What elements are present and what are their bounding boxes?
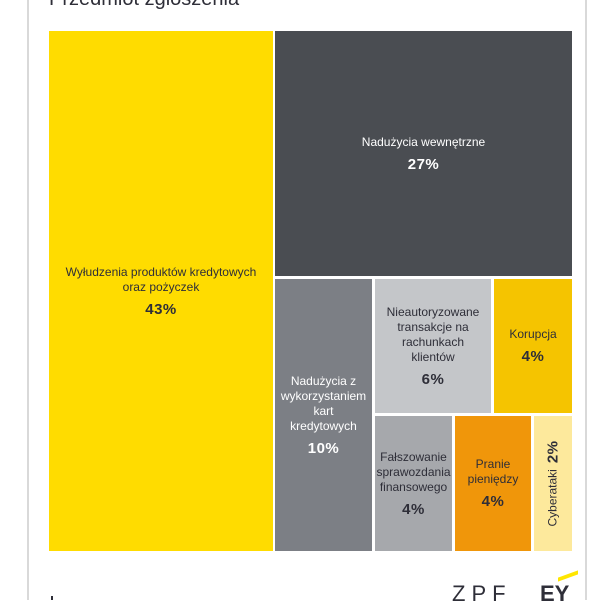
tile-cyberataki: Cyberataki 2% bbox=[534, 416, 572, 551]
frame-left-border bbox=[27, 0, 29, 600]
value-wyludzenia: 43% bbox=[145, 300, 177, 318]
value-naduzycia-wewnetrzne: 27% bbox=[407, 155, 440, 173]
ey-logo: EY bbox=[540, 581, 570, 606]
value-korupcja: 4% bbox=[521, 348, 545, 365]
tile-falszowanie: Fałszowanie sprawozdania finansowego 4% bbox=[375, 416, 452, 551]
label-karty-kredytowe: Nadużycia z wykorzystaniem kart kredytow… bbox=[280, 373, 367, 433]
zpf-logo: ZPF bbox=[452, 581, 512, 606]
value-karty-kredytowe: 10% bbox=[307, 439, 340, 457]
label-cyberataki: Cyberataki bbox=[545, 469, 560, 527]
tile-cyberataki-content: Cyberataki 2% bbox=[545, 440, 562, 526]
tile-naduzycia-wewnetrzne: Nadużycia wewnętrzne 27% bbox=[275, 31, 572, 276]
page-marker bbox=[51, 596, 53, 600]
value-pranie-pieniedzy: 4% bbox=[481, 493, 505, 510]
label-nieautoryzowane-transakcje: Nieautoryzowane transakcje na rachunkach… bbox=[386, 304, 480, 364]
label-falszowanie: Fałszowanie sprawozdania finansowego bbox=[376, 449, 451, 494]
label-naduzycia-wewnetrzne: Nadużycia wewnętrzne bbox=[361, 134, 486, 149]
tile-karty-kredytowe: Nadużycia z wykorzystaniem kart kredytow… bbox=[275, 279, 372, 551]
value-cyberataki: 2% bbox=[544, 440, 562, 464]
label-wyludzenia: Wyłudzenia produktów kredytowych oraz po… bbox=[65, 264, 257, 294]
chart-title: Przedmiot zgłoszenia bbox=[49, 0, 239, 10]
label-korupcja: Korupcja bbox=[509, 327, 557, 341]
tile-wyludzenia: Wyłudzenia produktów kredytowych oraz po… bbox=[49, 31, 273, 551]
tile-pranie-pieniedzy: Pranie pieniędzy 4% bbox=[455, 416, 531, 551]
label-pranie-pieniedzy: Pranie pieniędzy bbox=[467, 457, 519, 486]
value-nieautoryzowane-transakcje: 6% bbox=[421, 370, 445, 388]
tile-korupcja: Korupcja 4% bbox=[494, 279, 572, 413]
tile-nieautoryzowane-transakcje: Nieautoryzowane transakcje na rachunkach… bbox=[375, 279, 491, 413]
frame-right-border bbox=[585, 0, 587, 600]
value-falszowanie: 4% bbox=[402, 500, 425, 518]
